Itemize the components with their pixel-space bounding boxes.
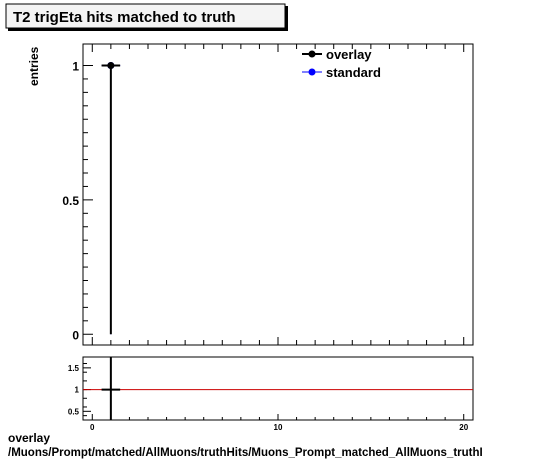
main-data-marks [101,62,121,335]
ratio-data-marks [83,357,473,420]
chart-title: T2 trigEta hits matched to truth [13,9,236,26]
main-axis-ticks [83,44,465,345]
footer-line-1: overlay [8,431,50,445]
ratio-x-tick-label: 0 [90,423,95,432]
main-y-tick-label: 0.5 [62,194,79,208]
legend-standard-marker [308,68,316,76]
main-y-tick-label: 1 [72,60,79,74]
footer-line-2: /Muons/Prompt/matched/AllMuons/truthHits… [8,447,483,459]
ratio-x-tick-label: 10 [274,423,283,432]
ratio-y-tick-label: 1 [75,386,80,395]
legend: overlay standard [302,47,381,80]
main-y-tick-label: 0 [72,328,79,342]
ratio-x-tick-labels: 0 10 20 [90,423,469,432]
ratio-y-tick-labels: 0.5 1 1.5 [68,364,80,416]
ratio-axis-ticks [83,363,465,420]
ratio-y-tick-label: 1.5 [68,364,80,373]
ratio-x-tick-label: 20 [459,423,468,432]
ratio-y-tick-label: 0.5 [68,407,80,416]
main-y-tick-labels: 00.51 [62,60,79,343]
title-box [5,3,286,29]
ratio-plot-frame [82,356,474,421]
legend-overlay-label: overlay [326,47,372,62]
y-axis-label: entries [27,46,41,86]
legend-overlay-marker [308,50,316,58]
legend-standard-label: standard [326,65,381,80]
overlay-data-point [107,62,115,69]
main-plot-frame [82,43,474,346]
